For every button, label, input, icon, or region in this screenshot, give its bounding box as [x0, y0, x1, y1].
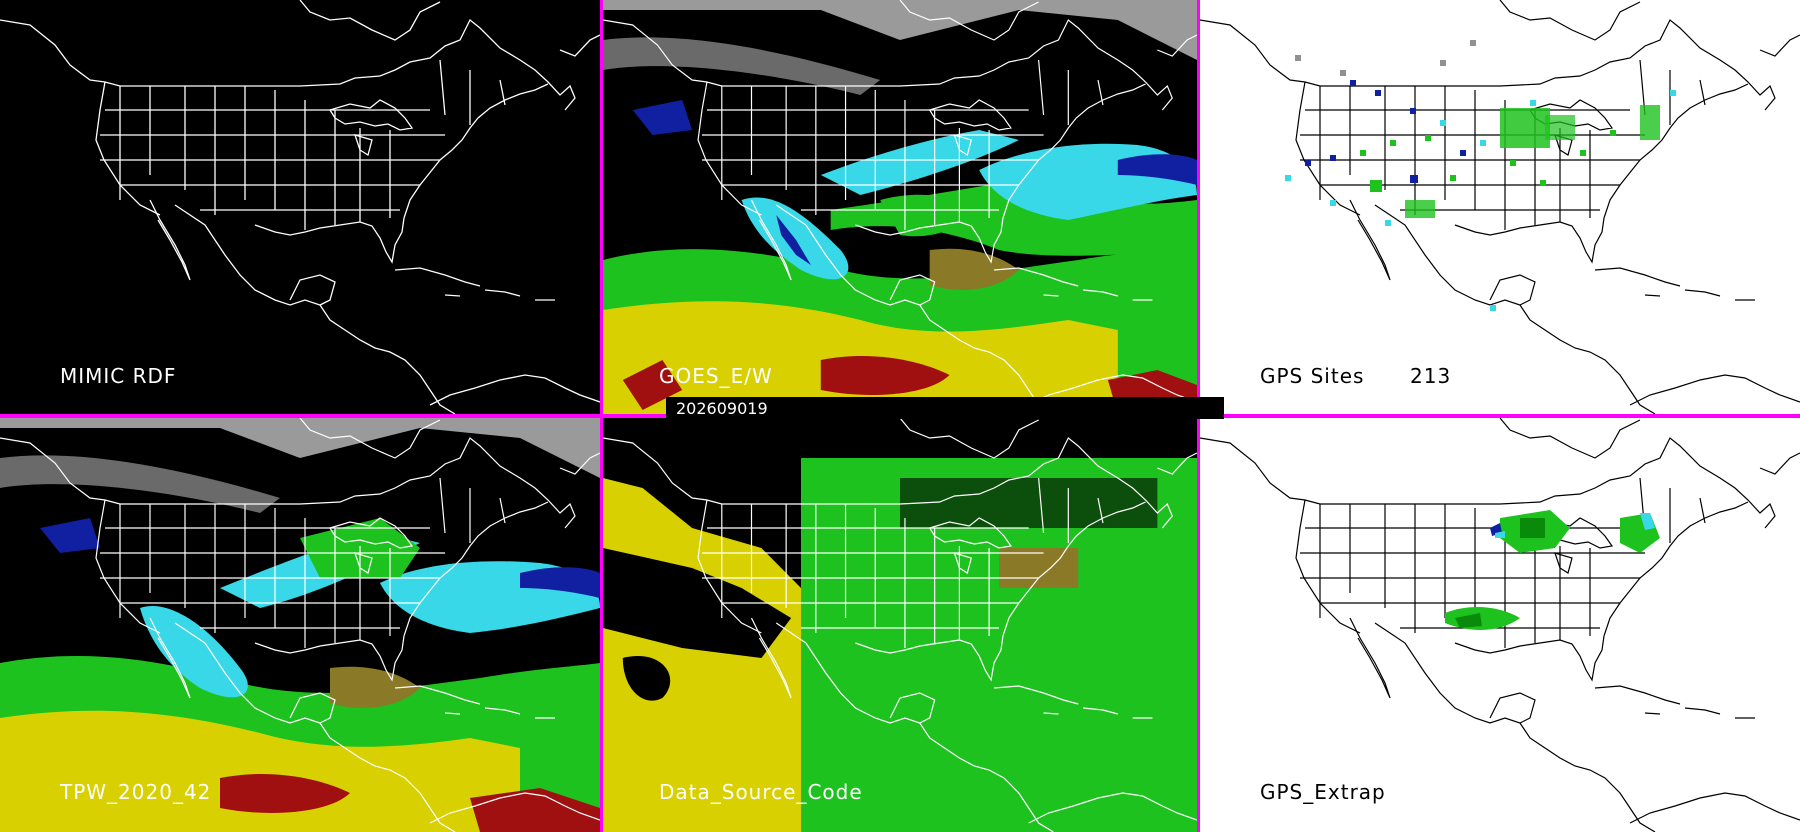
- gps-site-map: [1200, 0, 1800, 414]
- map-outline: [0, 0, 600, 414]
- site-count: 213: [1410, 364, 1452, 388]
- panel-label: GOES_E/W: [659, 364, 773, 388]
- panel-tpw: TPW_2020_42: [0, 418, 600, 832]
- panel-goes-ew: GOES_E/W: [603, 0, 1197, 414]
- panel-label: GPS Sites: [1260, 364, 1365, 388]
- tpw-field: [0, 418, 600, 832]
- panel-gps-sites: GPS Sites 213: [1200, 0, 1800, 414]
- panel-label: MIMIC RDF: [60, 364, 177, 388]
- panel-mimic-rdf: MIMIC RDF: [0, 0, 600, 414]
- gps-extrap-map: [1200, 418, 1800, 832]
- panel-label: GPS_Extrap: [1260, 780, 1386, 804]
- panel-data-source-code: Data_Source_Code: [603, 418, 1197, 832]
- panel-label: TPW_2020_42: [60, 780, 212, 804]
- panel-gps-extrap: GPS_Extrap: [1200, 418, 1800, 832]
- panel-label: Data_Source_Code: [659, 780, 863, 804]
- timestamp-bar: 202609019: [666, 397, 1224, 419]
- source-code-field: [603, 418, 1197, 832]
- moisture-field: [603, 0, 1197, 414]
- timestamp: 202609019: [676, 399, 768, 418]
